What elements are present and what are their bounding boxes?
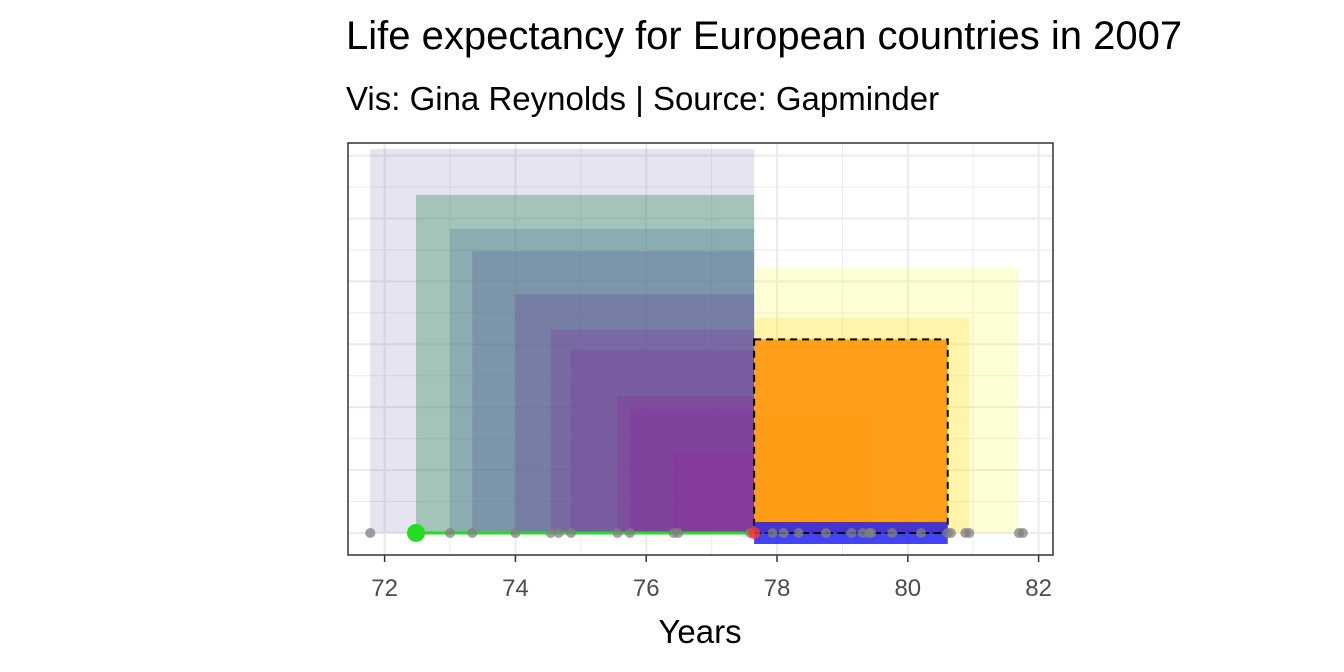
data-point [821,527,832,538]
data-point [767,527,778,538]
data-point [866,527,877,538]
deviation-square [472,251,755,533]
deviation-square [550,329,755,533]
x-axis-title: Years [658,613,741,650]
x-tick-label: 72 [371,575,398,602]
data-point [467,527,478,538]
deviation-squares [370,149,1019,534]
data-point [365,527,376,538]
plot-panel-border [347,142,1054,556]
data-point [846,527,857,538]
chart-subtitle: Vis: Gina Reynolds | Source: Gapminder [346,80,940,117]
data-marks [365,521,1028,544]
x-tick-label: 76 [633,575,660,602]
data-point [945,527,956,538]
data-point [553,527,564,538]
deviation-square [617,396,755,533]
x-tick-label: 82 [1025,575,1052,602]
chart-title: Life expectancy for European countries i… [346,14,1183,58]
data-point [445,527,456,538]
mean-point [748,526,761,539]
data-point [624,527,635,538]
data-point [778,527,789,538]
deviation-square [673,452,755,533]
min-point [407,523,426,542]
deviation-square [515,294,755,533]
x-tick-label: 74 [502,575,529,602]
data-point [915,527,926,538]
data-point [545,527,556,538]
deviation-square [416,194,755,533]
deviation-square [571,349,755,533]
data-point [793,527,804,538]
data-point [510,527,521,538]
variance-square [753,338,949,534]
deviation-square [450,228,755,533]
x-tick-label: 78 [764,575,791,602]
data-point [964,527,975,538]
x-tick-label: 80 [894,575,921,602]
x-axis: 72 74 76 78 80 82 [371,555,1052,602]
data-point [673,527,684,538]
data-point [887,527,898,538]
deviation-square [370,149,755,533]
data-point [612,527,623,538]
data-point [1017,527,1028,538]
deviation-square [629,408,755,533]
data-point [566,527,577,538]
